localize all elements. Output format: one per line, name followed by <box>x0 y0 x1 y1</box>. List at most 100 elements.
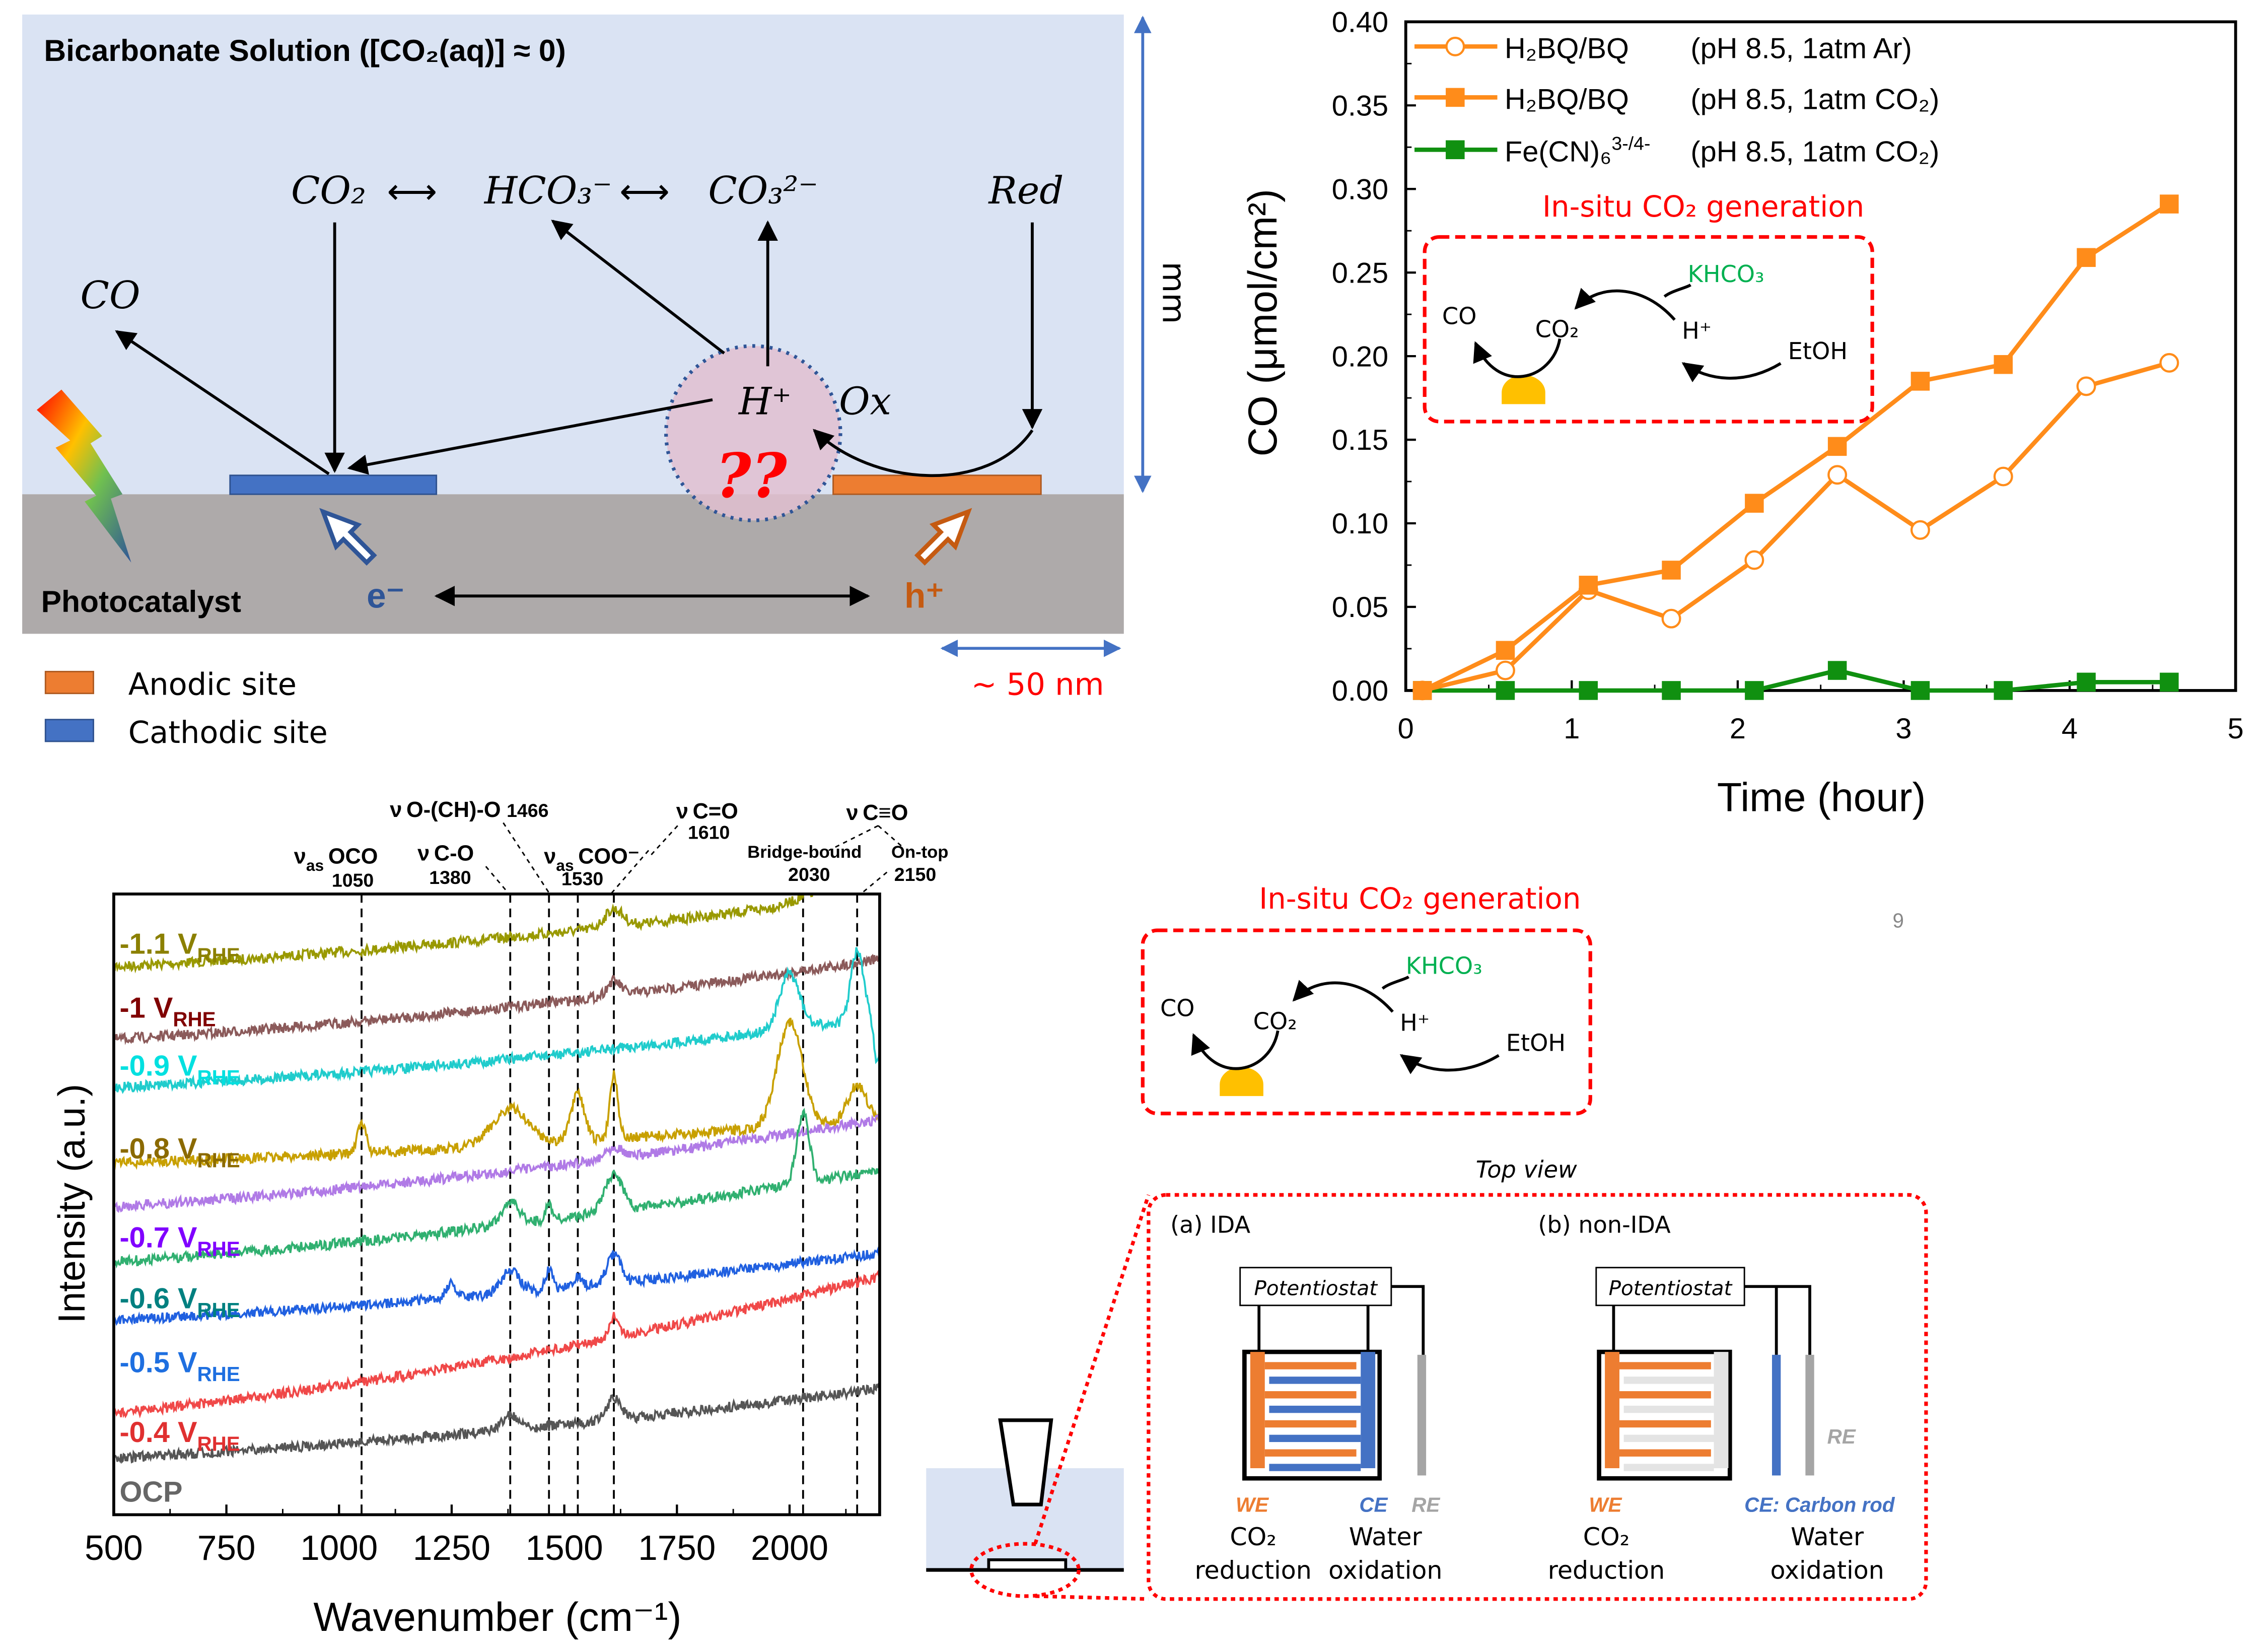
series-line <box>1421 202 2171 693</box>
ida-ce-label: CE <box>1359 1493 1388 1517</box>
inset-h-plus: H⁺ <box>1682 317 1712 344</box>
non-ida-we-label: WE <box>1589 1493 1622 1517</box>
trace-label: -0.9 VRHE <box>119 1050 240 1089</box>
inactive-finger <box>1623 1377 1714 1384</box>
non-ida-fingers <box>1619 1362 1714 1471</box>
cathode-to-co-arrow <box>115 330 330 475</box>
x-tick-label: 0 <box>1398 713 1414 745</box>
trace-label: -1.1 VRHE <box>119 928 240 967</box>
ida-title: (a) IDA <box>1170 1211 1250 1238</box>
legend-name-ar: H₂BQ/BQ <box>1505 32 1629 64</box>
light-bolt-icon <box>36 389 131 563</box>
data-point <box>1993 466 2013 487</box>
ida-re-rod <box>1417 1354 1427 1476</box>
data-point <box>1827 661 1847 680</box>
we-finger <box>1264 1449 1357 1457</box>
annotation-coo: νas COO⁻ <box>544 844 639 874</box>
legend-swatch-anodic <box>44 670 94 695</box>
spectrum-trace <box>113 1108 880 1269</box>
y-tick-label: 0.10 <box>1332 508 1388 540</box>
data-point <box>2160 194 2179 214</box>
x-tick-label: 1000 <box>300 1528 378 1567</box>
zoom-leader-bottom <box>1035 1594 1149 1601</box>
annotation-oco-value: 1050 <box>332 870 374 891</box>
electrochemical-cell-diagram: Top view (a) IDA Potentiostat WE CE RE C… <box>926 1156 1928 1601</box>
catalyst-particle-icon <box>1220 1067 1263 1096</box>
annotation-c-o-double: ν C=O <box>676 799 738 824</box>
unknown-region-circle <box>664 344 842 522</box>
photocatalyst-schematic: Bicarbonate Solution ([CO₂(aq)] ≈ 0) CO₂… <box>22 14 1193 750</box>
co2-to-co-arrow <box>1191 1030 1280 1070</box>
inset-co2: CO₂ <box>1535 316 1579 343</box>
we-finger <box>1264 1391 1357 1399</box>
species-co2: CO₂ <box>291 168 366 213</box>
trace-label: -0.4 VRHE <box>119 1416 240 1455</box>
ida-wires <box>1257 1285 1425 1355</box>
top-view-frame <box>1147 1193 1928 1601</box>
non-ida-potentiostat <box>1595 1267 1745 1307</box>
inactive-finger <box>1623 1405 1714 1413</box>
spectrum-trace <box>113 1113 880 1213</box>
x-tick-label: 1 <box>1564 713 1580 745</box>
co2-to-co-arrow <box>1473 338 1562 378</box>
non-ida-re-label: RE <box>1827 1425 1856 1448</box>
annotation-bridge-bound: Bridge-bound <box>747 843 862 862</box>
page-number: 9 <box>1893 909 1904 932</box>
zoom-highlight <box>969 1542 1081 1598</box>
data-point <box>1412 681 1432 700</box>
ida-fingers <box>1264 1362 1361 1471</box>
data-point <box>1745 681 1764 700</box>
electron-label: e⁻ <box>367 576 404 615</box>
inset-etoh: EtOH <box>1506 1030 1566 1057</box>
series-group <box>1412 194 2179 701</box>
we-finger <box>1264 1420 1357 1428</box>
data-point <box>1662 561 1681 580</box>
legend-marker <box>1445 36 1465 56</box>
inset-title: In-situ CO₂ generation <box>1259 881 1581 916</box>
annotation-och-o: ν O-(CH)-O 1466 <box>390 798 548 822</box>
species-co: CO <box>81 273 140 317</box>
inset-title: In-situ CO₂ generation <box>1542 189 1864 224</box>
legend-condition-fe: (pH 8.5, 1atm CO₂) <box>1690 135 1939 168</box>
ida-substrate-frame <box>1242 1349 1382 1481</box>
photocatalyst-substrate <box>22 494 1124 634</box>
inactive-finger <box>1623 1434 1714 1443</box>
trace-label: -0.8 VRHE <box>119 1133 240 1172</box>
ida-we-label: WE <box>1236 1493 1269 1517</box>
y-tick-label: 0.35 <box>1332 90 1388 122</box>
unknown-mark: ?? <box>716 440 788 512</box>
we-finger <box>1264 1362 1357 1369</box>
inset-frame <box>1141 928 1592 1116</box>
data-point <box>1994 681 2013 700</box>
y-tick-label: 0.30 <box>1332 173 1388 205</box>
annotation-on-top-value: 2150 <box>894 864 936 885</box>
non-ida-ce-label: CE: Carbon rod <box>1744 1493 1895 1517</box>
ida-potentiostat-label: Potentiostat <box>1254 1276 1378 1300</box>
ce-finger <box>1269 1377 1361 1384</box>
data-point <box>1910 520 1930 540</box>
inset-arrows <box>1473 284 1782 383</box>
legend-swatch-cathodic <box>44 719 94 742</box>
spectrum-trace <box>113 1270 880 1419</box>
inset-h-plus: H⁺ <box>1400 1009 1430 1036</box>
data-point <box>2077 248 2096 267</box>
x-tick-label: 4 <box>2062 713 2078 745</box>
annotation-leaders <box>485 822 902 895</box>
etoh-to-h-arrow <box>1681 362 1782 383</box>
hole-label: h⁺ <box>904 576 944 615</box>
ida-we-role-1: CO₂ <box>1230 1522 1277 1551</box>
legend-name-co2: H₂BQ/BQ <box>1505 83 1629 115</box>
inset-co: CO <box>1160 994 1195 1021</box>
h-to-co2-arrow <box>1574 288 1676 321</box>
legend-marker <box>1446 88 1465 107</box>
data-point <box>1579 576 1598 595</box>
annotation-co-value: 1380 <box>429 867 471 888</box>
data-point <box>2077 672 2096 692</box>
non-ida-substrate-frame <box>1597 1349 1732 1481</box>
species-co3: CO₃²⁻ <box>708 168 818 213</box>
non-ida-potentiostat-label: Potentiostat <box>1609 1276 1733 1300</box>
we-finger <box>1619 1420 1711 1428</box>
electrode-chip <box>987 1558 1068 1571</box>
non-ida-title: (b) non-IDA <box>1538 1211 1671 1238</box>
